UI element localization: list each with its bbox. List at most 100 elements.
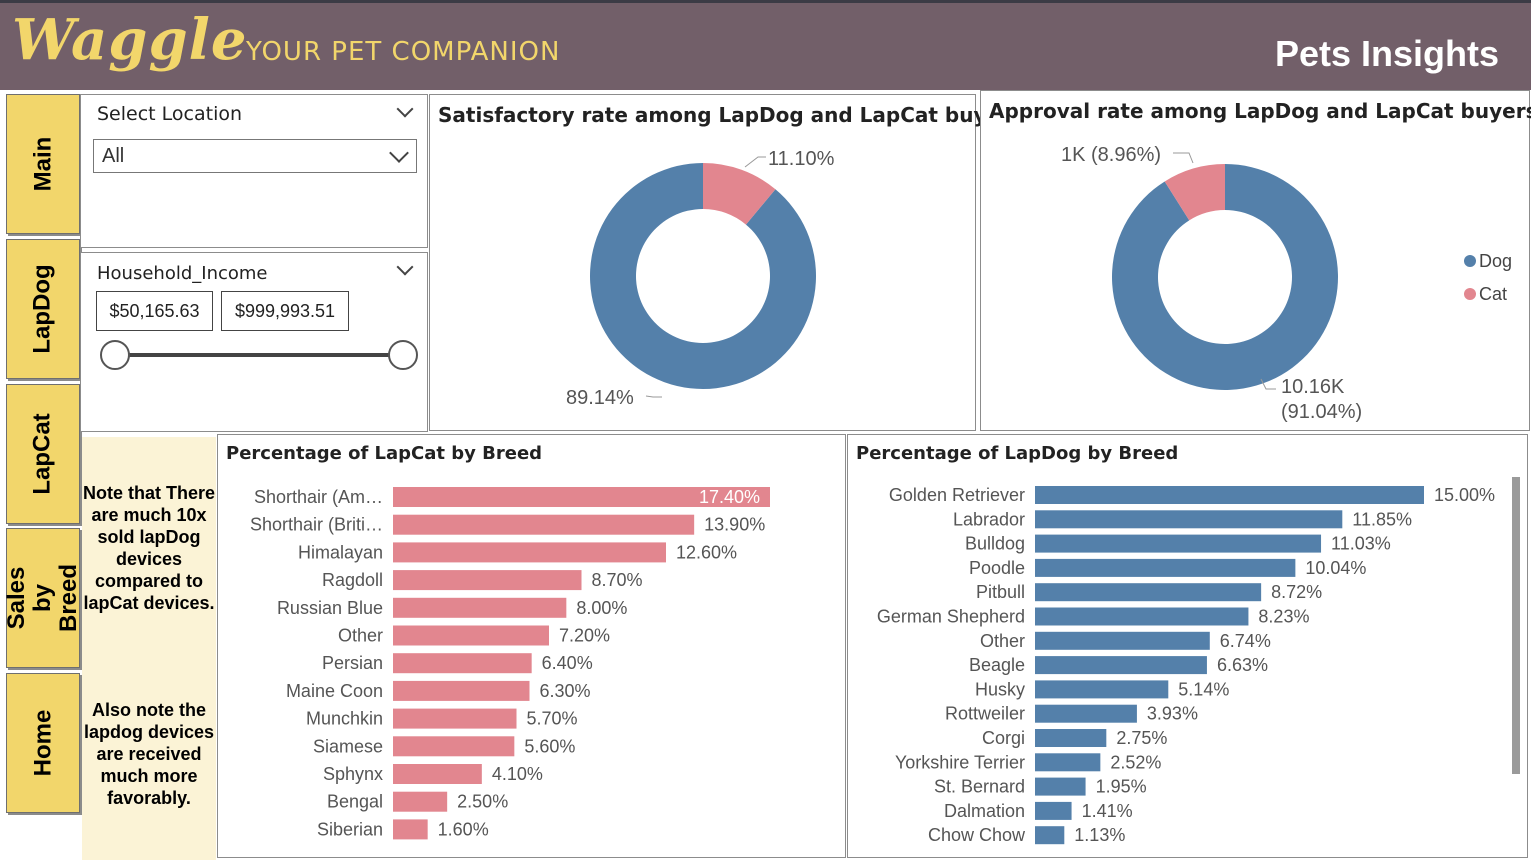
data-label: 2.75% bbox=[1116, 728, 1167, 748]
nav-sales-by-breed-button[interactable]: Sales by Breed bbox=[3, 528, 82, 668]
category-label: Husky bbox=[975, 679, 1025, 699]
bar[interactable] bbox=[393, 487, 770, 507]
data-label: 8.72% bbox=[1271, 582, 1322, 602]
category-label: Yorkshire Terrier bbox=[895, 752, 1025, 772]
bar[interactable] bbox=[1035, 607, 1249, 626]
data-label: 1.41% bbox=[1082, 801, 1133, 821]
bar[interactable] bbox=[393, 570, 582, 591]
category-label: Himalayan bbox=[298, 542, 383, 562]
bar[interactable] bbox=[1035, 801, 1072, 820]
category-label: Siamese bbox=[313, 736, 383, 756]
category-label: Other bbox=[980, 631, 1025, 651]
income-slider-track[interactable] bbox=[117, 353, 407, 357]
category-label: Persian bbox=[322, 653, 383, 673]
logo: Waggle bbox=[12, 7, 248, 73]
nav-home-button[interactable]: Home bbox=[6, 673, 80, 813]
category-label: Shorthair (Briti… bbox=[250, 515, 383, 535]
bar[interactable] bbox=[393, 653, 532, 674]
data-label: 7.20% bbox=[559, 626, 610, 646]
data-label: 6.63% bbox=[1217, 655, 1268, 675]
bar[interactable] bbox=[393, 597, 567, 618]
category-label: Munchkin bbox=[306, 709, 383, 729]
slice-label-dog-value: 10.16K bbox=[1281, 376, 1345, 398]
bar[interactable] bbox=[1035, 704, 1137, 723]
slice-label-cat: 1K (8.96%) bbox=[1061, 144, 1161, 166]
notes-panel: Note that There are much 10x sold lapDog… bbox=[82, 437, 216, 860]
income-slicer-title: Household_Income bbox=[97, 263, 268, 284]
bar[interactable] bbox=[393, 736, 515, 757]
collapse-chevron-icon[interactable] bbox=[396, 100, 414, 118]
nav-lapdog-button[interactable]: LapDog bbox=[6, 239, 80, 379]
income-min-input[interactable]: $50,165.63 bbox=[96, 291, 213, 331]
data-label: 10.04% bbox=[1305, 558, 1366, 578]
lapdog-chart-scrollbar[interactable] bbox=[1512, 477, 1520, 774]
bar[interactable] bbox=[1035, 680, 1169, 699]
category-label: Golden Retriever bbox=[889, 485, 1025, 505]
donut-slice-dog[interactable] bbox=[1112, 164, 1338, 391]
approval-chart-title: Approval rate among LapDog and LapCat bu… bbox=[989, 99, 1531, 123]
data-label: 4.10% bbox=[492, 764, 543, 784]
category-label: Maine Coon bbox=[286, 681, 383, 701]
bar[interactable] bbox=[393, 625, 549, 646]
bar[interactable] bbox=[393, 708, 517, 729]
location-dropdown-value: All bbox=[102, 145, 125, 167]
category-label: Ragdoll bbox=[322, 570, 383, 590]
data-label: 5.70% bbox=[527, 709, 578, 729]
category-label: Chow Chow bbox=[928, 825, 1026, 845]
bar[interactable] bbox=[1035, 486, 1424, 504]
bar[interactable] bbox=[393, 819, 428, 840]
slice-label-dog: 89.14% bbox=[566, 387, 634, 409]
bar[interactable] bbox=[393, 791, 448, 812]
leader-line bbox=[1260, 378, 1276, 390]
bar[interactable] bbox=[1035, 826, 1065, 845]
location-slicer-title: Select Location bbox=[97, 103, 243, 125]
lapcat-breed-panel: Percentage of LapCat by Breed Shorthair … bbox=[217, 434, 846, 858]
satisfactory-donut-panel: Satisfactory rate among LapDog and LapCa… bbox=[429, 94, 1022, 431]
nav-lapcat-button[interactable]: LapCat bbox=[6, 384, 80, 524]
category-label: Labrador bbox=[953, 509, 1025, 529]
bar[interactable] bbox=[393, 542, 666, 563]
data-label: 5.60% bbox=[524, 736, 575, 756]
collapse-chevron-icon[interactable] bbox=[396, 258, 414, 276]
income-slider-max-handle[interactable] bbox=[388, 340, 418, 370]
data-label: 15.00% bbox=[1434, 485, 1495, 505]
approval-donut-chart: 1K (8.96%) 10.16K (91.04%) Dog Cat bbox=[1061, 144, 1512, 423]
bar[interactable] bbox=[393, 514, 695, 535]
donut-slice-cat[interactable] bbox=[703, 163, 776, 225]
data-label: 2.50% bbox=[457, 792, 508, 812]
bar[interactable] bbox=[1035, 558, 1296, 577]
legend-cat-label: Cat bbox=[1479, 284, 1507, 304]
legend-cat-marker bbox=[1464, 288, 1476, 300]
bar[interactable] bbox=[393, 680, 530, 701]
bar[interactable] bbox=[1035, 631, 1210, 650]
data-label: 6.30% bbox=[540, 681, 591, 701]
category-label: Poodle bbox=[969, 558, 1025, 578]
header-bar: Waggle YOUR PET COMPANION Pets Insights bbox=[0, 0, 1531, 90]
nav-lapdog-label: LapDog bbox=[29, 264, 57, 354]
bar[interactable] bbox=[393, 764, 482, 784]
donut-slice-cat[interactable] bbox=[1164, 164, 1225, 221]
approval-donut-panel: Approval rate among LapDog and LapCat bu… bbox=[980, 90, 1531, 431]
donut-slice-dog[interactable] bbox=[590, 163, 816, 389]
bar[interactable] bbox=[1035, 510, 1343, 529]
bar[interactable] bbox=[1035, 656, 1207, 675]
location-slicer: Select Location All bbox=[80, 94, 428, 248]
bar[interactable] bbox=[1035, 583, 1262, 602]
data-label: 3.93% bbox=[1147, 704, 1198, 724]
data-label: 6.40% bbox=[542, 653, 593, 673]
lapdog-breed-bar-chart: Golden Retriever 15.00% Labrador 11.85% Bull… bbox=[877, 485, 1495, 845]
bar[interactable] bbox=[1035, 753, 1101, 772]
note-text-2: Also note the lapdog devices are receive… bbox=[83, 700, 215, 808]
bar[interactable] bbox=[1035, 534, 1322, 553]
location-dropdown[interactable]: All bbox=[93, 139, 417, 173]
category-label: St. Bernard bbox=[934, 777, 1025, 797]
category-label: Pitbull bbox=[976, 582, 1025, 602]
leader-line bbox=[1173, 152, 1194, 164]
data-label: 8.00% bbox=[576, 598, 627, 618]
income-slider-min-handle[interactable] bbox=[100, 340, 130, 370]
income-max-input[interactable]: $999,993.51 bbox=[221, 291, 349, 331]
bar[interactable] bbox=[1035, 777, 1086, 796]
data-label: 13.90% bbox=[704, 515, 765, 535]
bar[interactable] bbox=[1035, 729, 1107, 747]
nav-main-button[interactable]: Main bbox=[6, 94, 80, 234]
